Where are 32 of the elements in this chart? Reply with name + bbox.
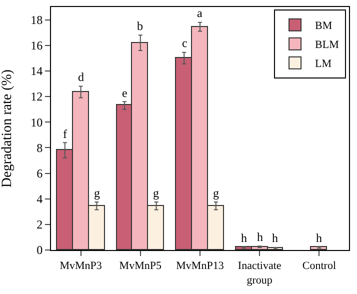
x-tick-label: Inactivate group <box>238 260 282 286</box>
data-label: e <box>122 86 128 100</box>
data-label: h <box>241 231 247 245</box>
y-tick-label: 12 <box>30 90 43 104</box>
y-tick-label: 6 <box>36 166 43 180</box>
data-label: d <box>78 70 84 84</box>
y-tick-label: 14 <box>30 64 43 78</box>
data-label: g <box>213 186 219 200</box>
data-label: f <box>63 127 67 141</box>
data-label: h <box>257 230 263 244</box>
x-tick-label: MvMnP3 <box>60 260 102 272</box>
x-tick-label: MvMnP13 <box>176 260 224 272</box>
y-tick-label: 4 <box>36 192 43 206</box>
y-tick-label: 2 <box>36 218 43 232</box>
data-label: g <box>153 186 159 200</box>
x-tick-label: MvMnP5 <box>119 260 162 272</box>
data-label: b <box>137 19 143 33</box>
y-tick-label: 18 <box>30 12 43 27</box>
data-label: h <box>272 231 278 245</box>
x-tick-label: Control <box>302 260 336 272</box>
data-label: c <box>182 36 188 50</box>
y-tick-label: 8 <box>36 140 43 155</box>
y-axis-title: Degradation rate (%) <box>0 69 16 188</box>
legend-label: BM <box>315 20 332 32</box>
y-tick-label: 0 <box>36 243 43 258</box>
y-tick-label: 10 <box>30 115 43 130</box>
data-label: a <box>197 6 203 20</box>
data-label: g <box>94 186 100 200</box>
legend-label: LM <box>315 58 332 70</box>
y-tick-label: 16 <box>30 38 43 53</box>
legend-label: BLM <box>315 39 340 52</box>
data-label: h <box>316 231 322 245</box>
